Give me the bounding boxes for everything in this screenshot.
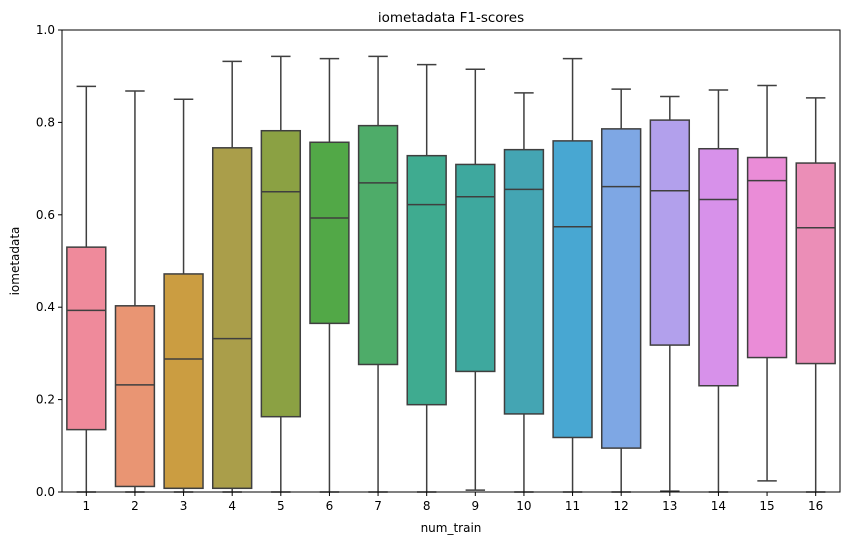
box-iqr — [114, 305, 156, 488]
y-axis-label: iometadata — [8, 227, 22, 296]
x-tick-label: 2 — [131, 499, 139, 513]
x-tick-label: 12 — [614, 499, 629, 513]
box-group-9 — [455, 68, 496, 491]
box-group-7 — [357, 55, 399, 493]
box-iqr — [795, 162, 836, 365]
box-group-8 — [406, 63, 447, 493]
x-tick-label: 6 — [326, 499, 334, 513]
x-tick-label: 1 — [82, 499, 90, 513]
x-tick-label: 16 — [808, 499, 823, 513]
x-tick-label: 11 — [565, 499, 580, 513]
x-tick-label: 8 — [423, 499, 431, 513]
box-iqr — [600, 128, 642, 449]
x-tick-label: 9 — [471, 499, 479, 513]
box-iqr — [406, 154, 447, 406]
box-group-15 — [746, 84, 788, 482]
x-tick-label: 3 — [180, 499, 188, 513]
box-group-5 — [260, 55, 302, 493]
box-iqr — [552, 140, 593, 439]
x-axis-label: num_train — [421, 521, 482, 535]
box-iqr — [649, 119, 691, 346]
box-iqr — [455, 163, 496, 373]
box-group-14 — [698, 89, 739, 493]
y-tick-label: 0.4 — [36, 300, 55, 314]
x-tick-label: 4 — [228, 499, 236, 513]
box-group-16 — [795, 97, 836, 493]
box-group-2 — [114, 90, 156, 493]
box-group-4 — [211, 60, 253, 493]
box-group-1 — [66, 85, 107, 493]
box-group-12 — [600, 88, 642, 493]
chart-title: iometadata F1-scores — [378, 10, 524, 26]
y-tick-label: 0.0 — [36, 485, 55, 499]
x-tick-label: 13 — [662, 499, 677, 513]
x-tick-label: 5 — [277, 499, 285, 513]
box-iqr — [309, 141, 350, 325]
box-iqr — [746, 156, 788, 359]
box-group-13 — [649, 95, 691, 492]
box-iqr — [163, 273, 204, 490]
x-axis: 1 2 3 4 5 6 7 8 9 10 11 12 13 14 15 16 — [82, 492, 823, 513]
box-group-6 — [309, 57, 350, 493]
x-tick-label: 15 — [759, 499, 774, 513]
y-tick-label: 0.6 — [36, 208, 55, 222]
box-group-11 — [552, 57, 593, 493]
box-group-10 — [503, 92, 545, 493]
x-tick-label: 7 — [374, 499, 382, 513]
y-tick-label: 1.0 — [36, 23, 55, 37]
plot-frame — [61, 29, 841, 493]
box-iqr — [503, 148, 545, 415]
box-group-3 — [163, 98, 204, 493]
box-iqr — [66, 246, 107, 431]
boxes-layer — [66, 55, 836, 493]
box-iqr — [357, 124, 399, 366]
y-tick-label: 0.8 — [36, 115, 55, 129]
x-tick-label: 14 — [711, 499, 726, 513]
y-axis: 0.0 0.2 0.4 0.6 0.8 1.0 — [36, 23, 62, 499]
box-iqr — [211, 147, 253, 490]
box-iqr — [698, 147, 739, 387]
box-iqr — [260, 129, 302, 418]
x-tick-label: 10 — [516, 499, 531, 513]
y-tick-label: 0.2 — [36, 393, 55, 407]
